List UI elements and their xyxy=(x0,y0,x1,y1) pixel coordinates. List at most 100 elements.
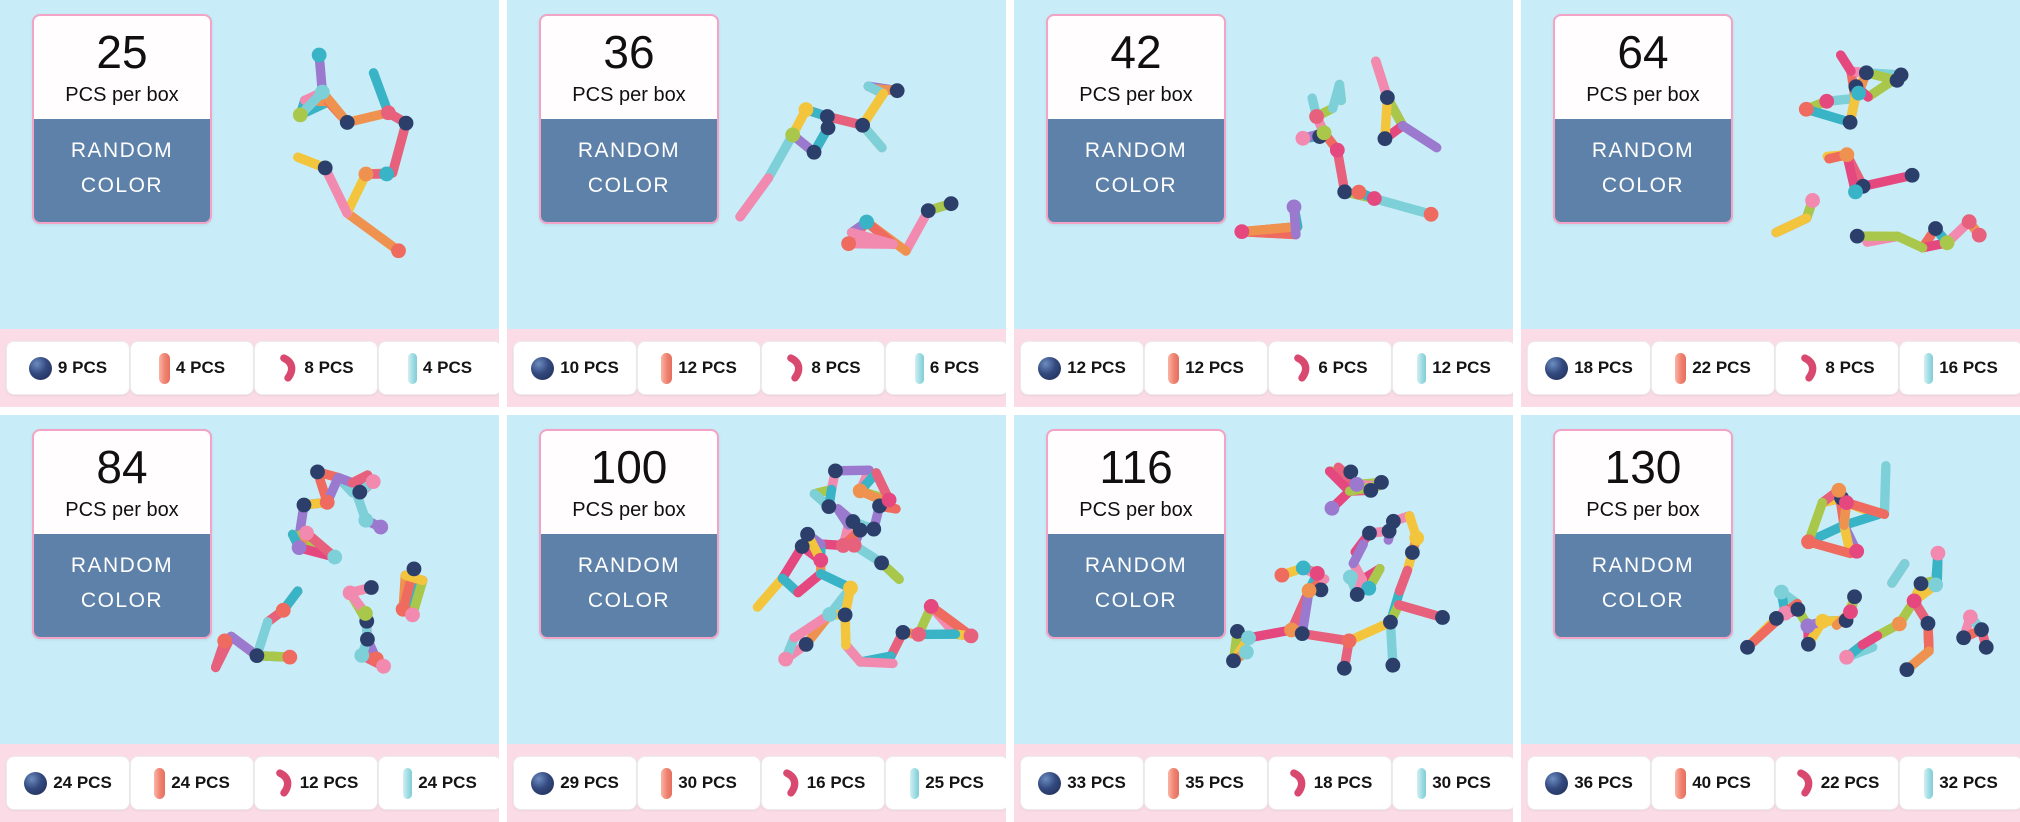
random-color-badge: RANDOM COLOR xyxy=(1555,533,1731,637)
product-photo xyxy=(1225,462,1450,676)
spec-card: 64 PCS per box RANDOM COLOR xyxy=(1553,14,1733,224)
component-count-label: 9 PCS xyxy=(57,358,108,377)
component-count-chip: 4 PCS xyxy=(130,341,254,395)
cyan-stick-icon xyxy=(1924,352,1934,384)
product-photo xyxy=(292,47,414,259)
components-strip: 10 PCS 12 PCS 8 PCS 6 PCS xyxy=(507,329,1006,407)
curved-stick-icon xyxy=(1292,354,1312,382)
component-count-label: 4 PCS xyxy=(175,358,226,377)
product-variant-panel: 64 PCS per box RANDOM COLOR 18 PCS 22 PC… xyxy=(1521,0,2020,407)
component-count-chip: 8 PCS xyxy=(1775,341,1899,395)
piece-count-unit: PCS per box xyxy=(572,498,686,521)
component-count-label: 10 PCS xyxy=(560,358,619,377)
component-count-label: 25 PCS xyxy=(925,773,984,792)
component-count-label: 18 PCS xyxy=(1313,773,1373,792)
ball-icon xyxy=(24,771,48,795)
curved-stick-icon xyxy=(1799,354,1819,382)
component-count-chip: 12 PCS xyxy=(1392,341,1513,395)
cyan-stick-icon xyxy=(914,352,924,384)
product-variant-panel: 84 PCS per box RANDOM COLOR 24 PCS 24 PC… xyxy=(0,415,499,822)
random-color-badge-line1: RANDOM xyxy=(1084,138,1188,162)
spec-card: 130 PCS per box RANDOM COLOR xyxy=(1553,429,1733,639)
coral-stick-icon xyxy=(661,767,673,799)
component-count-label: 12 PCS xyxy=(299,773,359,792)
component-count-label: 6 PCS xyxy=(929,358,980,377)
random-color-badge-line1: RANDOM xyxy=(70,138,174,162)
product-variant-panel: 130 PCS per box RANDOM COLOR 36 PCS 40 P… xyxy=(1521,415,2020,822)
component-count-label: 40 PCS xyxy=(1692,773,1751,792)
product-variant-panel: 100 PCS per box RANDOM COLOR 29 PCS 30 P… xyxy=(507,415,1006,822)
components-strip: 36 PCS 40 PCS 22 PCS 32 PCS xyxy=(1521,744,2020,822)
product-photo xyxy=(734,81,959,256)
component-count-chip: 24 PCS xyxy=(130,756,254,810)
piece-count: 42 xyxy=(1110,26,1162,78)
panel-main-area: 36 PCS per box RANDOM COLOR xyxy=(507,0,1006,329)
components-strip: 9 PCS 4 PCS 8 PCS 4 PCS xyxy=(0,329,499,407)
component-count-label: 12 PCS xyxy=(1185,358,1244,377)
component-count-label: 8 PCS xyxy=(304,358,354,377)
ball-icon xyxy=(1545,771,1569,795)
random-color-badge: RANDOM COLOR xyxy=(34,533,210,637)
panel-main-area: 116 PCS per box RANDOM COLOR xyxy=(1014,415,1513,744)
component-count-chip: 30 PCS xyxy=(637,756,761,810)
components-strip: 29 PCS 30 PCS 16 PCS 25 PCS xyxy=(507,744,1006,822)
component-count-chip: 9 PCS xyxy=(6,341,130,395)
coral-stick-icon xyxy=(158,352,170,384)
components-strip: 33 PCS 35 PCS 18 PCS 30 PCS xyxy=(1014,744,1513,822)
component-count-chip: 32 PCS xyxy=(1899,756,2020,810)
panel-main-area: 64 PCS per box RANDOM COLOR xyxy=(1521,0,2020,329)
component-count-chip: 24 PCS xyxy=(6,756,130,810)
component-count-chip: 8 PCS xyxy=(761,341,885,395)
coral-stick-icon xyxy=(1675,767,1687,799)
component-count-chip: 10 PCS xyxy=(513,341,637,395)
spec-card: 42 PCS per box RANDOM COLOR xyxy=(1046,14,1226,224)
curved-stick-icon xyxy=(1288,769,1308,797)
component-count-chip: 25 PCS xyxy=(885,756,1006,810)
curved-stick-icon xyxy=(1795,769,1815,797)
component-count-chip: 35 PCS xyxy=(1144,756,1268,810)
component-count-chip: 22 PCS xyxy=(1775,756,1899,810)
piece-count-unit: PCS per box xyxy=(1586,83,1700,106)
component-count-label: 22 PCS xyxy=(1692,358,1751,377)
panel-main-area: 84 PCS per box RANDOM COLOR xyxy=(0,415,499,744)
component-count-label: 16 PCS xyxy=(806,773,866,792)
piece-count-unit: PCS per box xyxy=(1586,498,1700,521)
piece-count-unit: PCS per box xyxy=(65,498,179,521)
random-color-badge: RANDOM COLOR xyxy=(541,118,717,222)
component-count-label: 18 PCS xyxy=(1574,358,1633,377)
component-count-label: 24 PCS xyxy=(53,773,112,792)
cyan-stick-icon xyxy=(910,767,920,799)
random-color-badge-line1: RANDOM xyxy=(1591,553,1695,577)
ball-icon xyxy=(1038,771,1062,795)
component-count-label: 36 PCS xyxy=(1574,773,1633,792)
random-color-badge-line2: COLOR xyxy=(587,588,671,612)
component-count-label: 30 PCS xyxy=(1432,773,1491,792)
piece-count: 116 xyxy=(1099,441,1173,493)
component-count-chip: 8 PCS xyxy=(254,341,378,395)
cyan-stick-icon xyxy=(1417,767,1427,799)
ball-icon xyxy=(1038,356,1062,380)
component-count-label: 8 PCS xyxy=(1825,358,1875,377)
component-count-label: 32 PCS xyxy=(1939,773,1998,792)
component-count-label: 24 PCS xyxy=(171,773,230,792)
component-count-label: 30 PCS xyxy=(678,773,737,792)
panel-main-area: 42 PCS per box RANDOM COLOR xyxy=(1014,0,1513,329)
component-count-chip: 22 PCS xyxy=(1651,341,1775,395)
component-count-chip: 30 PCS xyxy=(1392,756,1513,810)
random-color-badge-line2: COLOR xyxy=(1094,173,1178,197)
component-count-label: 24 PCS xyxy=(418,773,477,792)
components-strip: 24 PCS 24 PCS 12 PCS 24 PCS xyxy=(0,744,499,822)
component-count-chip: 33 PCS xyxy=(1020,756,1144,810)
product-photo xyxy=(752,463,979,669)
component-count-chip: 12 PCS xyxy=(637,341,761,395)
component-count-label: 6 PCS xyxy=(1318,358,1368,377)
ball-icon xyxy=(1545,356,1569,380)
component-count-chip: 24 PCS xyxy=(378,756,499,810)
spec-card: 36 PCS per box RANDOM COLOR xyxy=(539,14,719,224)
cyan-stick-icon xyxy=(1924,767,1934,799)
panel-main-area: 130 PCS per box RANDOM COLOR xyxy=(1521,415,2020,744)
random-color-badge: RANDOM COLOR xyxy=(1048,118,1224,222)
random-color-badge-line2: COLOR xyxy=(587,173,671,197)
random-color-badge-line1: RANDOM xyxy=(1591,138,1695,162)
